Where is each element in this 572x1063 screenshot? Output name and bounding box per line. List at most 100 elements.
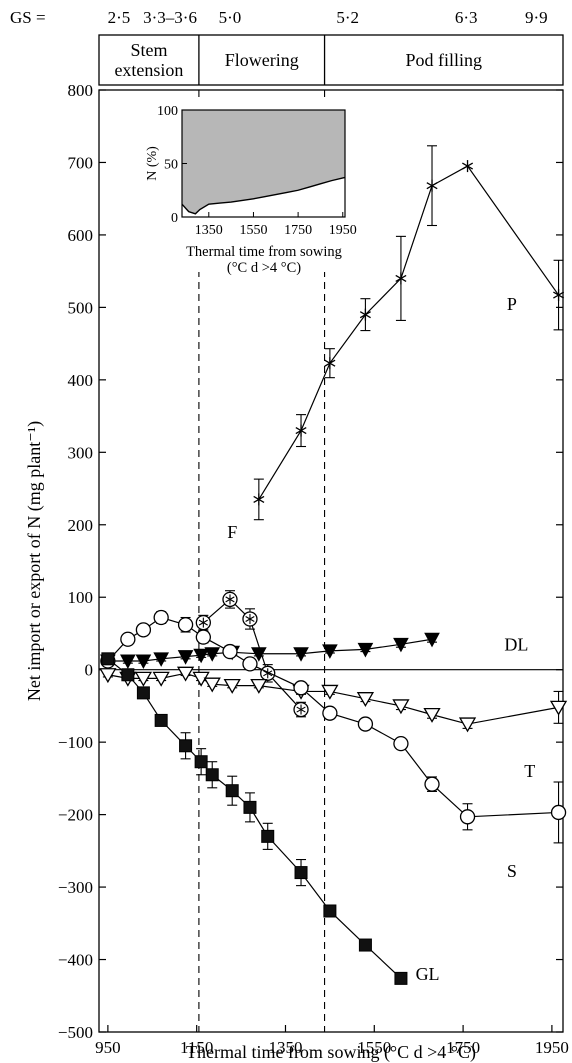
data-point — [242, 611, 258, 627]
marker-triangle — [177, 650, 194, 665]
marker-square — [243, 800, 257, 814]
marker-square — [394, 971, 408, 985]
marker-circle — [195, 629, 211, 645]
marker-triangle — [549, 700, 568, 716]
data-point — [357, 642, 374, 658]
y-tick-label: 600 — [68, 226, 94, 245]
series-label: P — [507, 294, 517, 314]
marker-triangle — [153, 652, 169, 667]
gs-label: 5·2 — [336, 8, 359, 27]
marker-square — [225, 784, 239, 798]
data-point — [153, 652, 169, 667]
y-tick-label: −400 — [58, 951, 93, 970]
gs-label: 3·3–3·6 — [143, 8, 197, 27]
y-tick-label: 200 — [68, 516, 94, 535]
data-point — [392, 699, 410, 715]
x-tick-label: 1550 — [357, 1038, 391, 1057]
data-point — [195, 629, 211, 645]
y-tick-label: 0 — [85, 661, 94, 680]
x-tick-label: 1950 — [535, 1038, 569, 1057]
data-point — [459, 809, 476, 825]
inset-y-tick-label: 0 — [171, 211, 178, 226]
y-tick-label: 300 — [68, 443, 94, 462]
asterisk-stroke — [395, 274, 407, 282]
inset-x-tick-label: 1750 — [284, 223, 312, 238]
x-axis-label: Thermal time from sowing (°C d >4 °C) — [186, 1042, 476, 1063]
data-point — [393, 735, 409, 752]
marker-triangle — [424, 632, 440, 648]
marker-triangle — [321, 684, 339, 700]
marker-square — [294, 866, 308, 880]
series-label: DL — [504, 634, 528, 654]
data-point — [424, 632, 440, 648]
data-point — [251, 647, 267, 662]
marker-square — [101, 652, 115, 666]
inset-y-tick-label: 100 — [157, 104, 178, 119]
data-point — [357, 716, 374, 732]
marker-square — [323, 904, 337, 918]
marker-triangle — [392, 699, 410, 715]
data-point — [293, 680, 309, 696]
marker-triangle — [293, 647, 309, 662]
marker-square — [121, 668, 135, 682]
stage-band-frame — [98, 34, 564, 86]
gs-prefix: GS = — [10, 8, 46, 27]
marker-triangle — [357, 642, 374, 658]
asterisk-stroke — [359, 311, 371, 319]
asterisk-stroke — [462, 162, 474, 170]
series-gl: GL — [101, 652, 440, 985]
marker-circle — [459, 809, 476, 825]
marker-square — [194, 755, 208, 769]
inset-x-axis-label: Thermal time from sowing — [186, 244, 342, 260]
stage-label: Stem — [130, 40, 167, 60]
data-point — [153, 609, 169, 626]
x-tick-label: 1750 — [446, 1038, 480, 1057]
marker-circle — [322, 705, 338, 721]
series-line — [107, 672, 559, 725]
marker-square — [358, 938, 372, 952]
y-axis-label: Net import or export of N (mg plant⁻¹) — [24, 421, 45, 701]
marker-circle — [153, 609, 169, 626]
marker-triangle — [423, 707, 441, 723]
marker-circle — [177, 617, 194, 633]
stage-label: extension — [114, 60, 183, 80]
data-point — [322, 644, 338, 659]
marker-square — [154, 713, 168, 727]
marker-triangle — [134, 671, 153, 687]
marker-triangle — [356, 692, 375, 707]
marker-circle — [293, 680, 309, 696]
data-point — [99, 668, 117, 684]
data-point — [179, 739, 193, 753]
data-point — [194, 755, 208, 769]
data-point — [205, 768, 219, 782]
marker-circle — [357, 716, 374, 732]
data-point — [177, 617, 194, 633]
x-tick-label: 1350 — [268, 1038, 302, 1057]
y-tick-label: −200 — [58, 806, 93, 825]
data-point — [395, 272, 407, 285]
asterisk-stroke — [324, 359, 336, 367]
asterisk-stroke — [426, 182, 438, 190]
marker-circle — [242, 656, 258, 672]
marker-triangle — [393, 637, 409, 653]
asterisk-stroke — [553, 291, 565, 299]
data-point — [293, 647, 309, 662]
marker-triangle — [250, 678, 268, 694]
y-tick-label: 500 — [68, 298, 94, 317]
series-label: F — [227, 522, 237, 542]
data-point — [294, 866, 308, 880]
inset-line — [181, 176, 346, 215]
data-point — [553, 289, 565, 302]
data-point — [550, 804, 567, 821]
marker-circle — [222, 643, 238, 660]
series-dl: DL — [100, 632, 528, 670]
data-point — [121, 668, 135, 682]
data-point — [222, 591, 238, 608]
stage-label: Pod filling — [406, 50, 483, 70]
data-point — [321, 684, 339, 700]
data-point — [101, 652, 115, 666]
main-plot: −500−400−300−200−10001002003004005006007… — [24, 81, 569, 1063]
data-point — [394, 971, 408, 985]
data-point — [136, 686, 150, 700]
